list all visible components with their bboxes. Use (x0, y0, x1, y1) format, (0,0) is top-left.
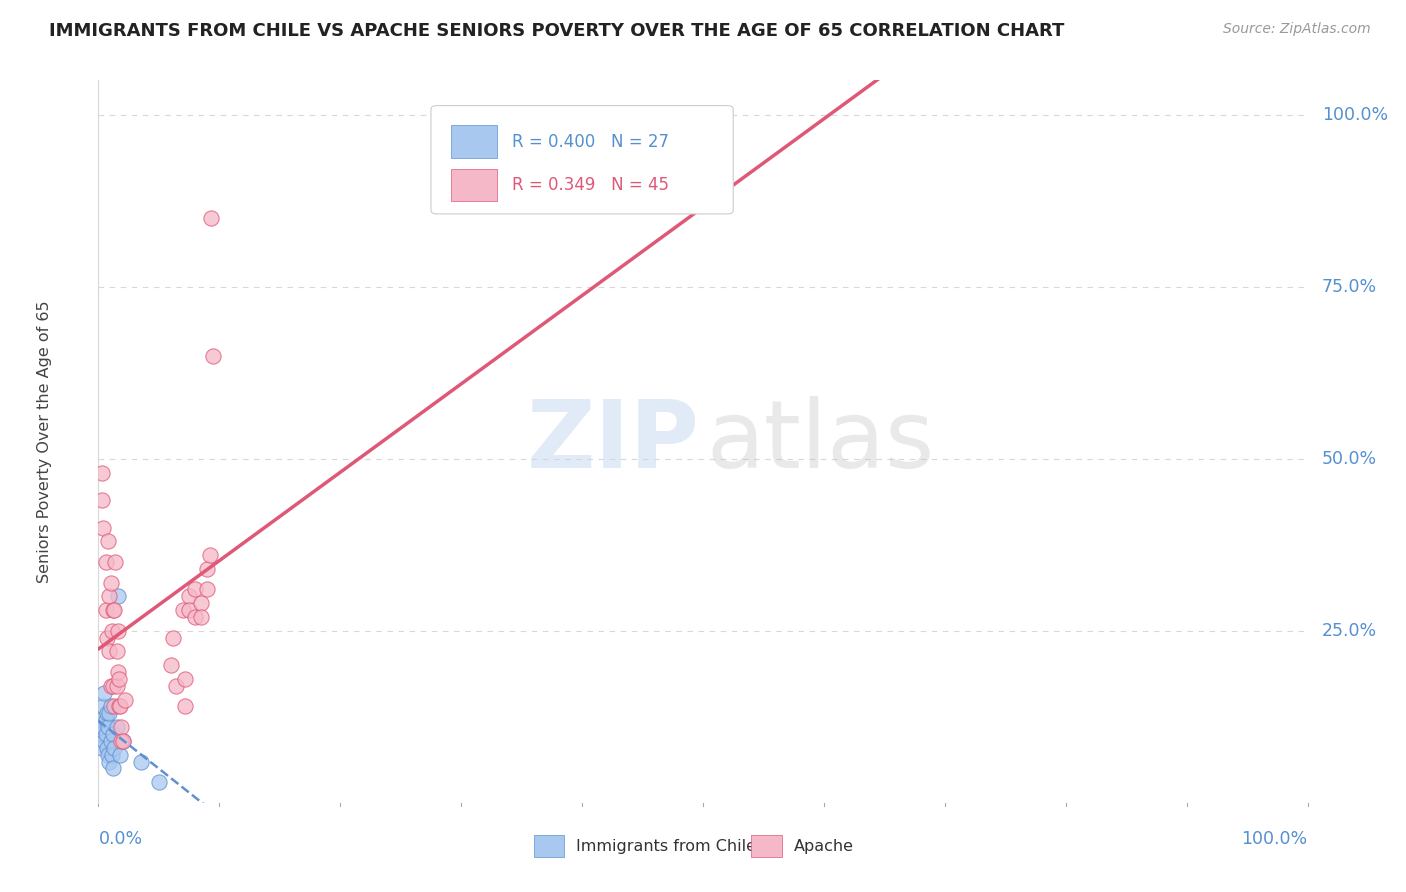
Point (198, 548, 221, 562)
Point (107, 665, 129, 679)
Point (91, 699, 114, 714)
Point (195, 582, 218, 597)
FancyBboxPatch shape (534, 835, 564, 857)
Point (174, 672, 197, 686)
Point (105, 644, 128, 658)
Point (179, 590, 201, 604)
Point (174, 699, 197, 714)
Point (101, 679, 124, 693)
Point (93, 734, 115, 748)
Point (184, 610, 207, 624)
Text: R = 0.400   N = 27: R = 0.400 N = 27 (512, 133, 669, 151)
Point (107, 590, 129, 604)
Text: 100.0%: 100.0% (1241, 830, 1308, 848)
Point (101, 603, 124, 617)
Point (96, 740, 118, 755)
Point (129, 755, 152, 769)
Point (105, 679, 128, 693)
FancyBboxPatch shape (432, 105, 734, 214)
Text: 25.0%: 25.0% (1322, 622, 1378, 640)
Point (103, 699, 125, 714)
Point (103, 740, 125, 755)
Point (101, 761, 124, 775)
Point (114, 692, 136, 706)
Point (94, 603, 117, 617)
Text: IMMIGRANTS FROM CHILE VS APACHE SENIORS POVERTY OVER THE AGE OF 65 CORRELATION C: IMMIGRANTS FROM CHILE VS APACHE SENIORS … (49, 22, 1064, 40)
Point (97, 747, 120, 762)
Text: 75.0%: 75.0% (1322, 277, 1378, 296)
Point (90, 713, 112, 727)
Point (111, 734, 134, 748)
Point (100, 699, 122, 714)
Point (148, 775, 170, 789)
Point (91, 740, 114, 755)
Point (107, 624, 129, 638)
Point (165, 679, 187, 693)
Point (100, 747, 122, 762)
Point (100, 734, 122, 748)
Point (105, 720, 128, 734)
FancyBboxPatch shape (751, 835, 782, 857)
Point (108, 699, 131, 714)
Point (96, 631, 118, 645)
Point (200, 211, 222, 225)
Text: Seniors Poverty Over the Age of 65: Seniors Poverty Over the Age of 65 (37, 301, 52, 582)
Point (100, 575, 122, 590)
Text: Immigrants from Chile: Immigrants from Chile (576, 838, 756, 854)
Text: R = 0.349   N = 45: R = 0.349 N = 45 (512, 176, 669, 194)
Point (91, 520, 114, 534)
Point (108, 672, 131, 686)
Text: atlas: atlas (707, 395, 935, 488)
Point (94, 713, 117, 727)
Point (184, 582, 207, 597)
Text: Apache: Apache (794, 838, 853, 854)
Point (190, 610, 212, 624)
Point (110, 720, 132, 734)
Point (172, 603, 194, 617)
Point (98, 590, 121, 604)
Point (190, 596, 212, 610)
Point (91, 493, 114, 508)
Point (97, 534, 120, 549)
Text: ZIP: ZIP (526, 395, 699, 488)
Point (108, 699, 131, 714)
Point (100, 624, 122, 638)
Point (91, 466, 114, 480)
Point (91, 720, 114, 734)
Point (91, 727, 114, 741)
Point (110, 734, 132, 748)
Point (98, 755, 121, 769)
FancyBboxPatch shape (451, 169, 498, 202)
Text: Source: ZipAtlas.com: Source: ZipAtlas.com (1223, 22, 1371, 37)
Point (94, 555, 117, 569)
Text: 100.0%: 100.0% (1322, 105, 1388, 124)
Point (96, 706, 118, 721)
Point (98, 644, 121, 658)
Text: 50.0%: 50.0% (1322, 450, 1378, 467)
Point (97, 720, 120, 734)
Point (111, 734, 134, 748)
Text: 0.0%: 0.0% (98, 830, 142, 848)
Point (101, 727, 124, 741)
Point (162, 631, 184, 645)
Point (108, 747, 131, 762)
Point (202, 349, 225, 363)
Point (179, 603, 201, 617)
Point (160, 658, 183, 673)
Point (98, 706, 121, 721)
FancyBboxPatch shape (451, 125, 498, 158)
Point (94, 727, 117, 741)
Point (103, 603, 125, 617)
Point (93, 686, 115, 700)
Point (104, 555, 127, 569)
Point (100, 679, 122, 693)
Point (195, 562, 218, 576)
